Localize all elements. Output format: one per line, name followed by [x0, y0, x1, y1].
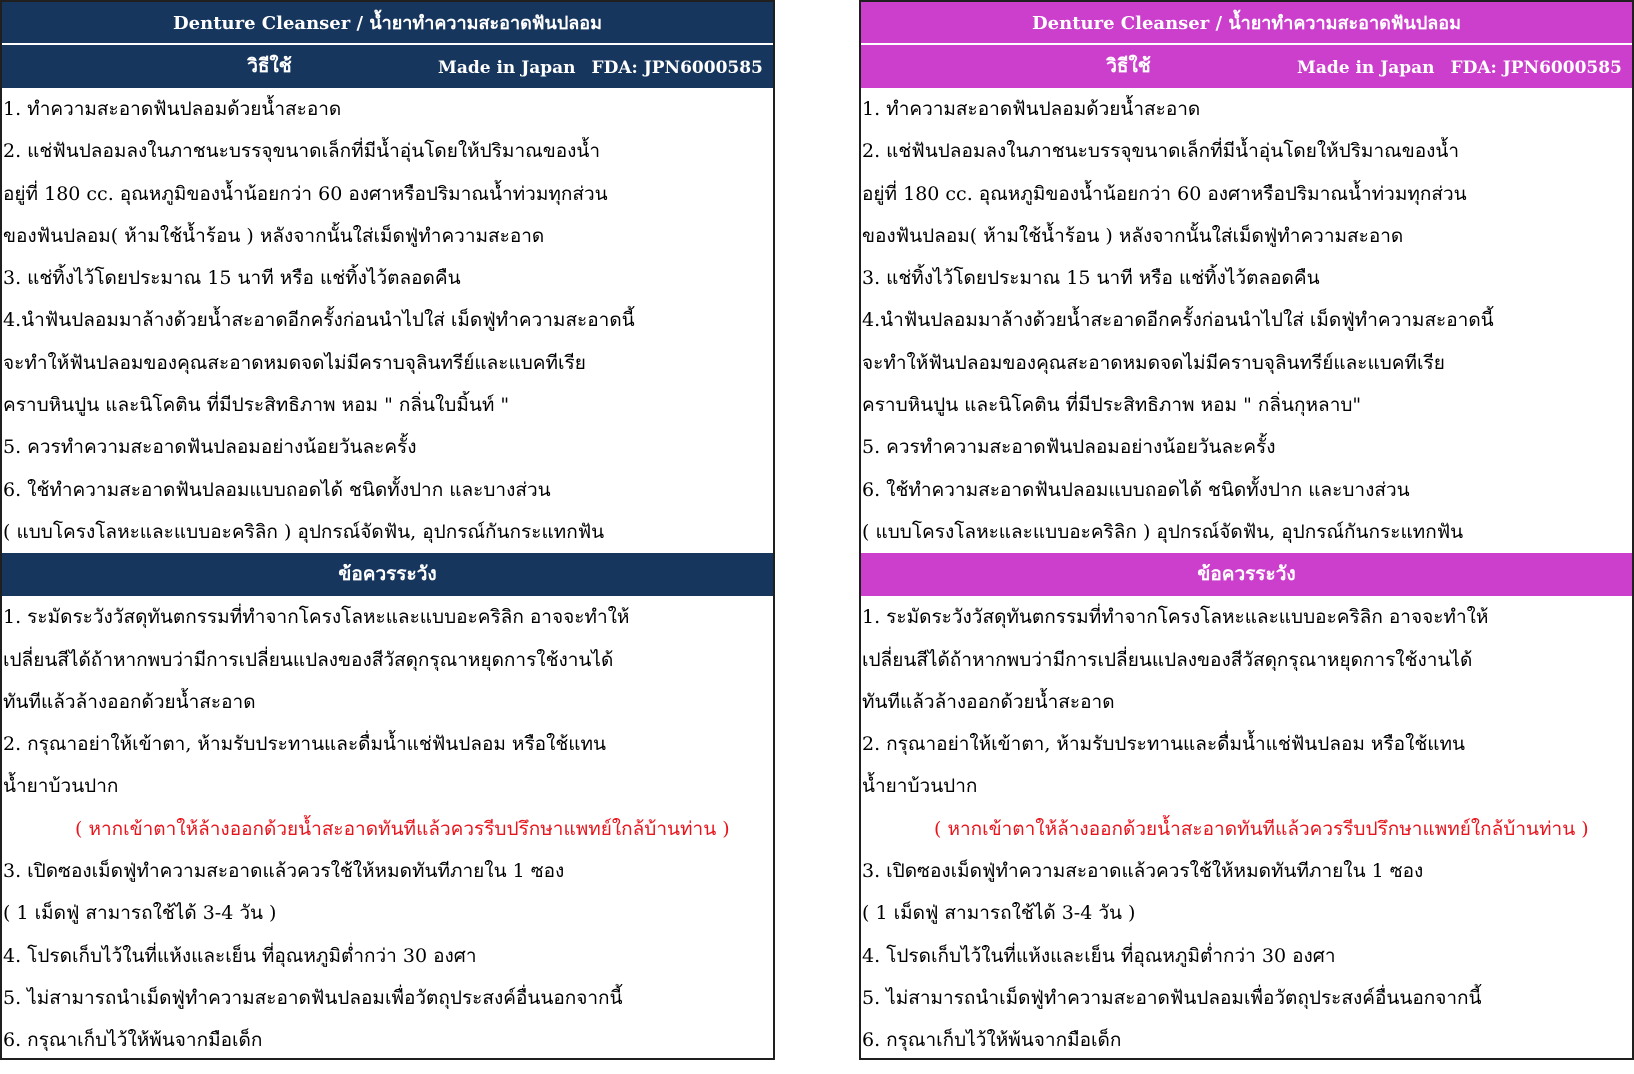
eye-contact-warning: ( หากเข้าตาให้ล้างออกด้วยน้ำสะอาดทันทีแล… — [75, 817, 730, 840]
caution-line: 5. ไม่สามารถนำเม็ดฟู่ทำความสะอาดฟันปลอมเ… — [3, 986, 623, 1009]
usage-heading: วิธีใช้ — [247, 55, 292, 77]
usage-line: 6. ใช้ทำความสะอาดฟันปลอมแบบถอดได้ ชนิดทั… — [3, 478, 551, 501]
caution-line: ทันทีแล้วล้างออกด้วยน้ำสะอาด — [862, 690, 1115, 713]
origin-info: Made in Japan FDA: JPN6000585 — [438, 45, 763, 88]
usage-line: ของฟันปลอม( ห้ามใช้น้ำร้อน ) หลังจากนั้น… — [3, 224, 545, 247]
caution-line: 6. กรุณาเก็บไว้ให้พ้นจากมือเด็ก — [862, 1029, 1122, 1052]
caution-line: 1. ระมัดระวังวัสดุทันตกรรมที่ทำจากโครงโล… — [3, 606, 630, 629]
usage-header-bar: วิธีใช้ Made in Japan FDA: JPN6000585 — [861, 45, 1632, 88]
usage-line: 4.นำฟันปลอมมาล้างด้วยน้ำสะอาดอีกครั้งก่อ… — [3, 309, 635, 332]
usage-line: 5. ควรทำความสะอาดฟันปลอมอย่างน้อยวันละคร… — [3, 436, 417, 459]
usage-list: 1. ทำความสะอาดฟันปลอมด้วยน้ำสะอาด 2. แช่ฟ… — [861, 88, 1632, 553]
usage-line: 3. แช่ทิ้งไว้โดยประมาณ 15 นาที หรือ แช่ท… — [862, 267, 1320, 290]
usage-line: ( แบบโครงโลหะและแบบอะคริลิก ) อุปกรณ์จัด… — [3, 520, 605, 543]
usage-line: 3. แช่ทิ้งไว้โดยประมาณ 15 นาที หรือ แช่ท… — [3, 267, 461, 290]
caution-line: 2. กรุณาอย่าให้เข้าตา, ห้ามรับประทานและด… — [3, 733, 607, 756]
caution-line: 4. โปรดเก็บไว้ในที่แห้งและเย็น ที่อุณหภู… — [3, 944, 477, 967]
caution-line: เปลี่ยนสีได้ถ้าหากพบว่ามีการเปลี่ยนแปลงข… — [862, 648, 1473, 671]
caution-line: 5. ไม่สามารถนำเม็ดฟู่ทำความสะอาดฟันปลอมเ… — [862, 986, 1482, 1009]
caution-line: 2. กรุณาอย่าให้เข้าตา, ห้ามรับประทานและด… — [862, 733, 1466, 756]
usage-line: ของฟันปลอม( ห้ามใช้น้ำร้อน ) หลังจากนั้น… — [862, 224, 1404, 247]
caution-line: ( 1 เม็ดฟู่ สามารถใช้ได้ 3-4 วัน ) — [862, 902, 1136, 925]
usage-line: 5. ควรทำความสะอาดฟันปลอมอย่างน้อยวันละคร… — [862, 436, 1276, 459]
caution-line: น้ำยาบ้วนปาก — [862, 775, 978, 798]
caution-line: 3. เปิดซองเม็ดฟู่ทำความสะอาดแล้วควรใช้ให… — [3, 860, 565, 883]
usage-line: ( แบบโครงโลหะและแบบอะคริลิก ) อุปกรณ์จัด… — [862, 520, 1464, 543]
caution-line: 3. เปิดซองเม็ดฟู่ทำความสะอาดแล้วควรใช้ให… — [862, 860, 1424, 883]
usage-line: อยู่ที่ 180 cc. อุณหภูมิของน้ำน้อยกว่า 6… — [3, 182, 608, 205]
label-panel-navy: Denture Cleanser / น้ำยาทำความสะอาดฟันปล… — [0, 0, 775, 1060]
caution-heading: ข้อควรระวัง — [2, 553, 773, 597]
caution-line: 1. ระมัดระวังวัสดุทันตกรรมที่ทำจากโครงโล… — [862, 606, 1489, 629]
caution-line: ทันทีแล้วล้างออกด้วยน้ำสะอาด — [3, 690, 256, 713]
caution-list: 1. ระมัดระวังวัสดุทันตกรรมที่ทำจากโครงโล… — [861, 596, 1632, 1061]
usage-heading: วิธีใช้ — [1106, 55, 1151, 77]
caution-line: 4. โปรดเก็บไว้ในที่แห้งและเย็น ที่อุณหภู… — [862, 944, 1336, 967]
usage-line: 4.นำฟันปลอมมาล้างด้วยน้ำสะอาดอีกครั้งก่อ… — [862, 309, 1494, 332]
usage-header-bar: วิธีใช้ Made in Japan FDA: JPN6000585 — [2, 45, 773, 88]
caution-line: เปลี่ยนสีได้ถ้าหากพบว่ามีการเปลี่ยนแปลงข… — [3, 648, 614, 671]
usage-line: อยู่ที่ 180 cc. อุณหภูมิของน้ำน้อยกว่า 6… — [862, 182, 1467, 205]
caution-line: น้ำยาบ้วนปาก — [3, 775, 119, 798]
usage-list: 1. ทำความสะอาดฟันปลอมด้วยน้ำสะอาด 2. แช่ฟ… — [2, 88, 773, 553]
panel-title: Denture Cleanser / น้ำยาทำความสะอาดฟันปล… — [2, 2, 773, 45]
made-in-label: Made in Japan — [438, 58, 576, 78]
usage-line: 2. แช่ฟันปลอมลงในภาชนะบรรจุขนาดเล็กที่มี… — [862, 140, 1460, 163]
usage-line: 1. ทำความสะอาดฟันปลอมด้วยน้ำสะอาด — [3, 98, 342, 120]
origin-info: Made in Japan FDA: JPN6000585 — [1297, 45, 1622, 88]
usage-line: จะทำให้ฟันปลอมของคุณสะอาดหมดจดไม่มีคราบจ… — [3, 351, 586, 374]
usage-line: จะทำให้ฟันปลอมของคุณสะอาดหมดจดไม่มีคราบจ… — [862, 351, 1445, 374]
caution-line: ( 1 เม็ดฟู่ สามารถใช้ได้ 3-4 วัน ) — [3, 902, 277, 925]
caution-list: 1. ระมัดระวังวัสดุทันตกรรมที่ทำจากโครงโล… — [2, 596, 773, 1061]
made-in-label: Made in Japan — [1297, 58, 1435, 78]
label-panel-magenta: Denture Cleanser / น้ำยาทำความสะอาดฟันปล… — [859, 0, 1634, 1060]
usage-line: 2. แช่ฟันปลอมลงในภาชนะบรรจุขนาดเล็กที่มี… — [3, 140, 601, 163]
usage-line: 6. ใช้ทำความสะอาดฟันปลอมแบบถอดได้ ชนิดทั… — [862, 478, 1410, 501]
usage-line: คราบหินปูน และนิโคติน ที่มีประสิทธิภาพ ห… — [862, 394, 1362, 417]
caution-line: 6. กรุณาเก็บไว้ให้พ้นจากมือเด็ก — [3, 1029, 263, 1052]
usage-line: คราบหินปูน และนิโคติน ที่มีประสิทธิภาพ ห… — [3, 394, 510, 417]
fda-number: FDA: JPN6000585 — [1450, 58, 1622, 78]
eye-contact-warning: ( หากเข้าตาให้ล้างออกด้วยน้ำสะอาดทันทีแล… — [934, 817, 1589, 840]
panel-title: Denture Cleanser / น้ำยาทำความสะอาดฟันปล… — [861, 2, 1632, 45]
usage-line: 1. ทำความสะอาดฟันปลอมด้วยน้ำสะอาด — [862, 98, 1201, 120]
caution-heading: ข้อควรระวัง — [861, 553, 1632, 597]
fda-number: FDA: JPN6000585 — [591, 58, 763, 78]
